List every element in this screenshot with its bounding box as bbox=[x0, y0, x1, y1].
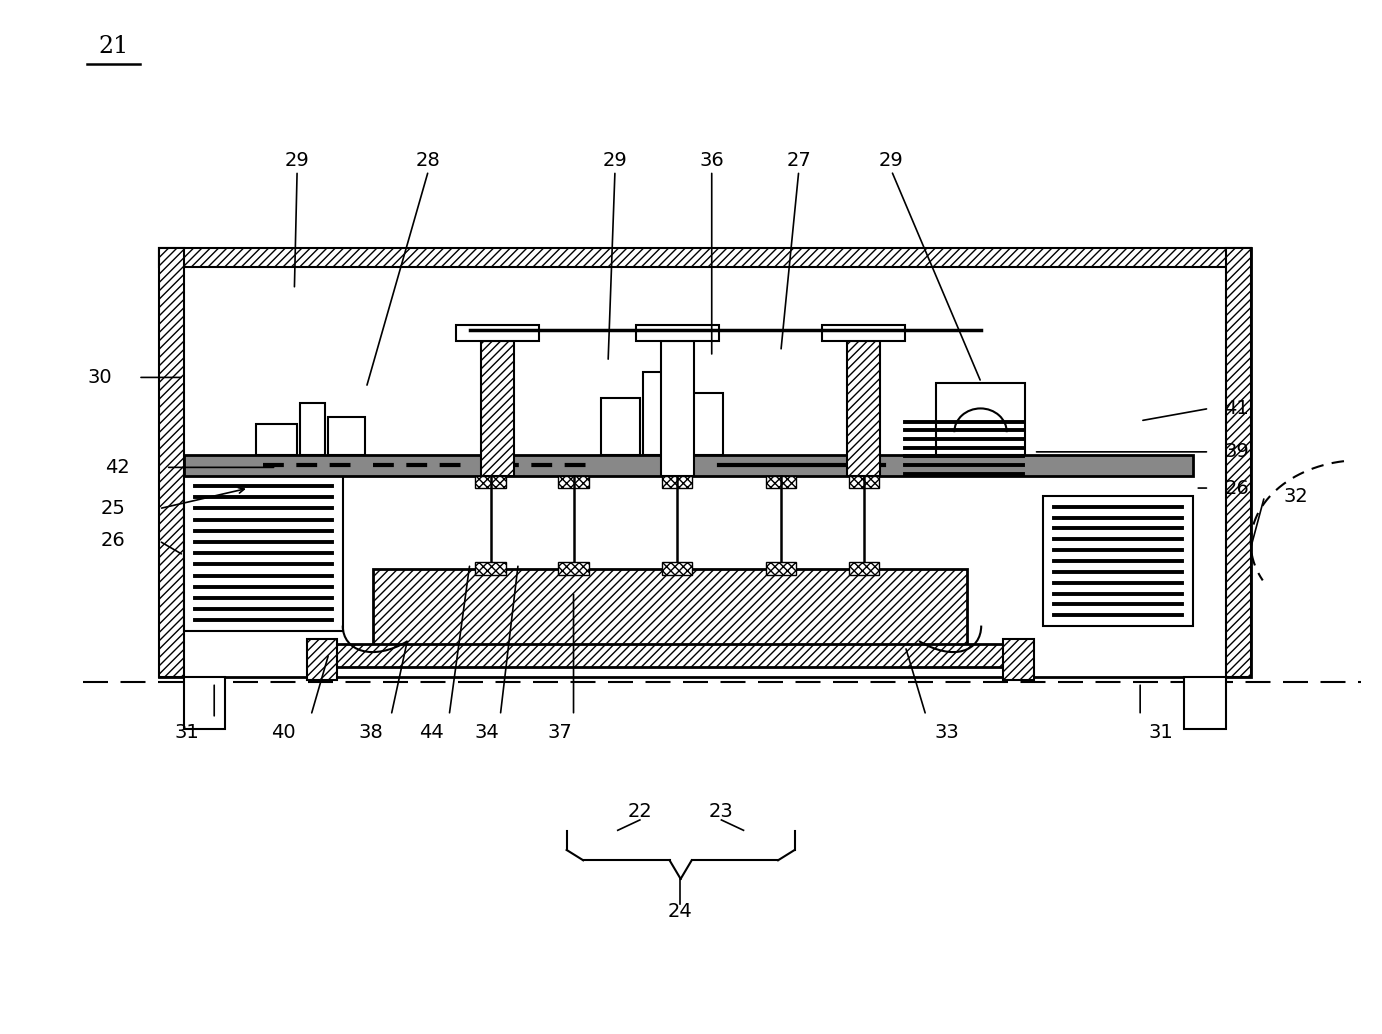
Bar bbox=[475, 476, 506, 488]
Text: 27: 27 bbox=[786, 151, 811, 170]
Bar bbox=[849, 476, 879, 488]
Text: 31: 31 bbox=[1148, 723, 1173, 741]
Text: 24: 24 bbox=[668, 903, 692, 921]
Bar bbox=[184, 455, 1193, 476]
Bar bbox=[456, 325, 539, 341]
Bar bbox=[481, 341, 514, 476]
Bar bbox=[475, 562, 506, 575]
Bar bbox=[256, 424, 297, 455]
Text: 29: 29 bbox=[879, 151, 904, 170]
Bar bbox=[849, 562, 879, 575]
Bar bbox=[936, 383, 1025, 455]
Text: 30: 30 bbox=[87, 368, 112, 387]
Text: 22: 22 bbox=[627, 802, 652, 821]
Text: 37: 37 bbox=[547, 723, 572, 741]
Text: 44: 44 bbox=[419, 723, 444, 741]
Text: 34: 34 bbox=[474, 723, 499, 741]
Text: 29: 29 bbox=[603, 151, 627, 170]
Bar bbox=[558, 562, 589, 575]
Text: 31: 31 bbox=[174, 723, 199, 741]
Text: 42: 42 bbox=[105, 458, 130, 477]
Bar bbox=[1043, 496, 1193, 626]
Text: 26: 26 bbox=[101, 531, 126, 550]
Bar bbox=[184, 677, 225, 729]
Text: 29: 29 bbox=[285, 151, 310, 170]
Bar bbox=[661, 341, 694, 476]
Bar bbox=[159, 248, 184, 677]
Bar bbox=[300, 403, 325, 455]
Bar bbox=[328, 417, 365, 455]
Bar bbox=[332, 644, 1009, 667]
Text: 25: 25 bbox=[101, 499, 126, 518]
Bar bbox=[184, 476, 343, 631]
Text: 38: 38 bbox=[358, 723, 383, 741]
Text: 40: 40 bbox=[271, 723, 296, 741]
Bar bbox=[766, 476, 796, 488]
Text: 32: 32 bbox=[1284, 487, 1309, 506]
Bar bbox=[822, 325, 905, 341]
Bar bbox=[307, 639, 337, 680]
Bar bbox=[847, 341, 880, 476]
Bar bbox=[643, 372, 681, 455]
Bar bbox=[636, 325, 719, 341]
Text: 26: 26 bbox=[1224, 479, 1249, 497]
Bar bbox=[373, 569, 967, 646]
Text: 21: 21 bbox=[98, 35, 129, 58]
Bar bbox=[1226, 248, 1251, 677]
Bar bbox=[159, 248, 1251, 267]
Text: 36: 36 bbox=[699, 151, 724, 170]
Bar bbox=[601, 398, 640, 455]
Bar bbox=[558, 476, 589, 488]
Text: 23: 23 bbox=[709, 802, 734, 821]
Bar bbox=[662, 476, 692, 488]
Text: 41: 41 bbox=[1224, 399, 1249, 418]
Text: 39: 39 bbox=[1224, 443, 1249, 461]
Text: 33: 33 bbox=[934, 723, 959, 741]
Bar bbox=[662, 562, 692, 575]
Bar bbox=[684, 393, 723, 455]
Bar bbox=[159, 248, 1251, 677]
Bar bbox=[766, 562, 796, 575]
Bar bbox=[1184, 677, 1226, 729]
Text: 28: 28 bbox=[416, 151, 441, 170]
Bar bbox=[1003, 639, 1034, 680]
